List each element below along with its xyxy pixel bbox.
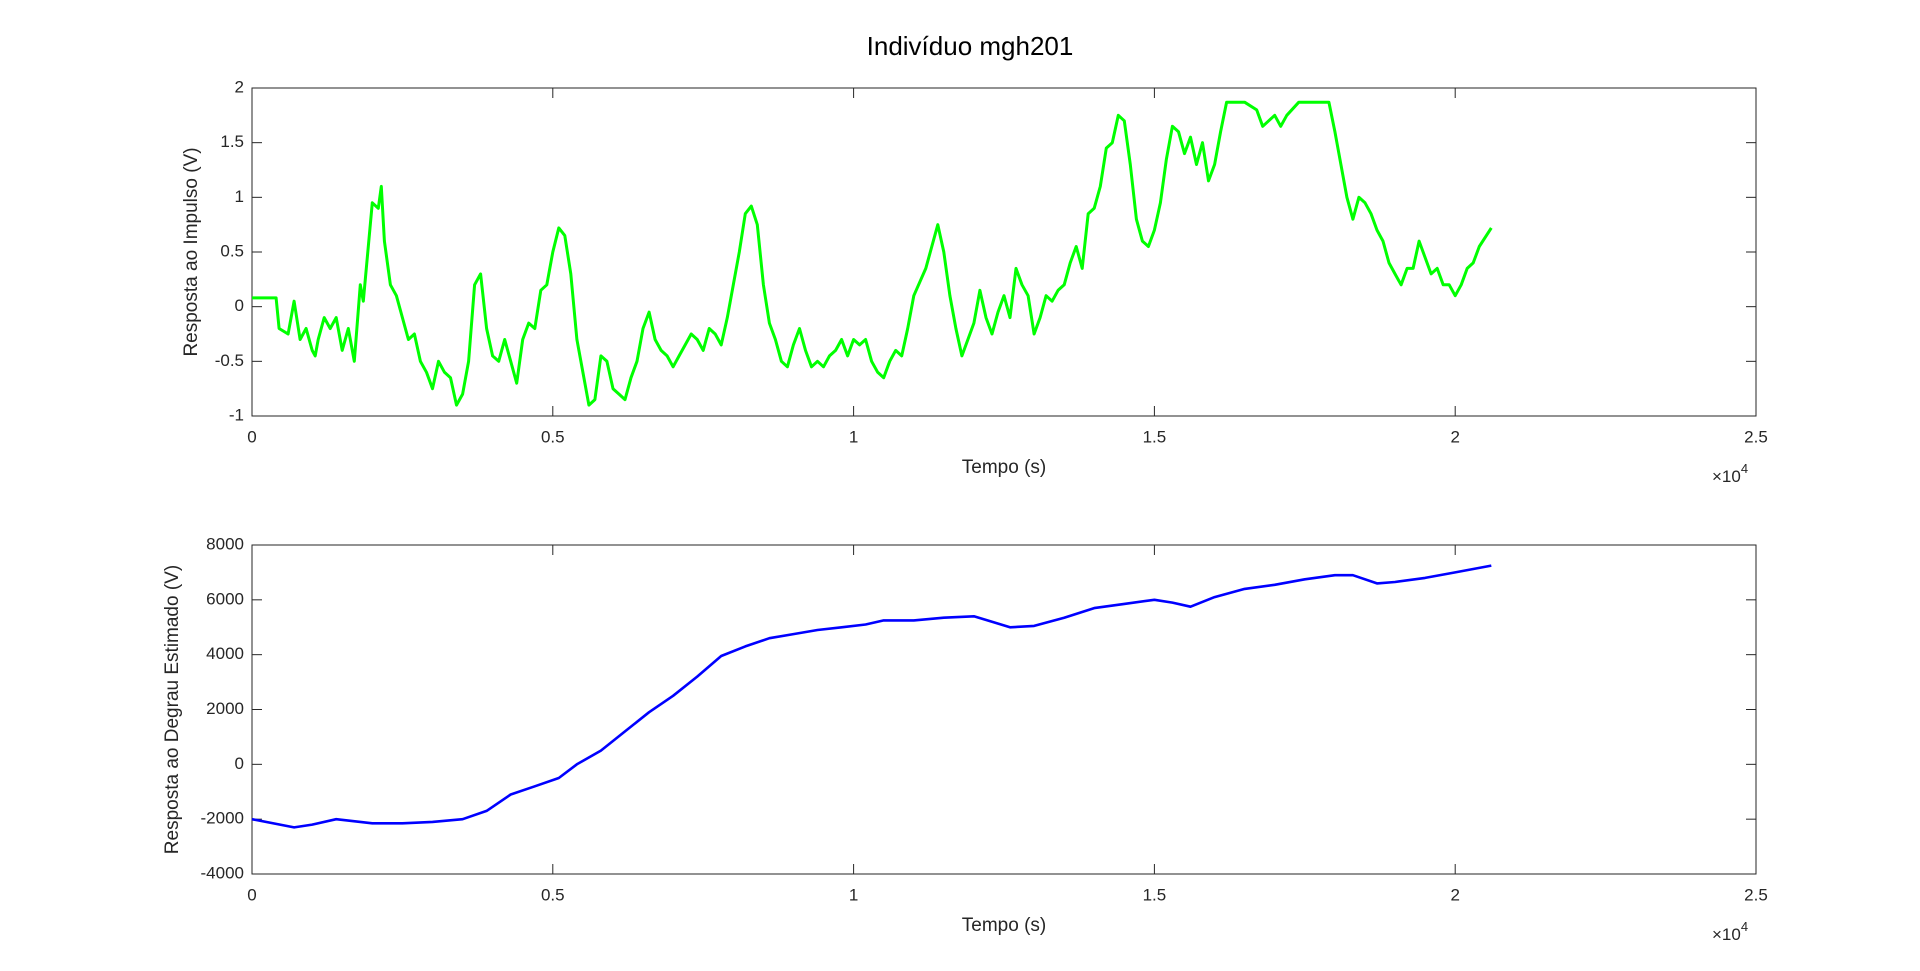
y-tick-label: -2000 <box>201 809 244 828</box>
y-tick-label: 2000 <box>206 699 244 718</box>
x-tick-label: 1 <box>849 427 858 446</box>
x-tick-label: 2.5 <box>1744 427 1768 446</box>
x-tick-label: 0.5 <box>541 885 565 904</box>
data-line <box>251 564 1492 829</box>
x-tick-label: 2 <box>1450 427 1459 446</box>
data-line <box>252 100 1493 407</box>
y-tick-label: 4000 <box>206 644 244 663</box>
axes-box <box>251 544 1757 875</box>
x-multiplier-exponent: 4 <box>1741 919 1748 934</box>
x-tick-label: 2.5 <box>1744 885 1768 904</box>
y-tick-label: 2 <box>235 77 244 96</box>
y-tick-label: -1 <box>229 405 244 424</box>
y-axis-label: Resposta ao Impulso (V) <box>181 147 202 356</box>
x-axis-label: Tempo (s) <box>962 457 1046 478</box>
y-tick-label: -4000 <box>201 863 244 882</box>
x-multiplier: ×104 <box>1712 919 1748 944</box>
y-tick-label: -0.5 <box>215 351 244 370</box>
axes-box <box>251 87 1757 417</box>
x-tick-label: 0 <box>247 885 256 904</box>
figure-title: Indivíduo mgh201 <box>867 31 1074 61</box>
y-tick-label: 1 <box>235 187 244 206</box>
x-multiplier-exponent: 4 <box>1741 461 1748 476</box>
y-tick-label: 6000 <box>206 589 244 608</box>
y-tick-label: 1.5 <box>220 132 244 151</box>
x-tick-label: 1 <box>849 885 858 904</box>
y-axis-label: Resposta ao Degrau Estimado (V) <box>162 565 183 854</box>
x-multiplier: ×104 <box>1712 461 1748 486</box>
y-tick-label: 0 <box>235 296 244 315</box>
x-tick-label: 0 <box>247 427 256 446</box>
x-multiplier-base: ×10 <box>1712 925 1741 944</box>
y-tick-label: 0.5 <box>220 241 244 260</box>
x-tick-label: 1.5 <box>1143 427 1167 446</box>
y-tick-label: 8000 <box>206 534 244 553</box>
x-multiplier-base: ×10 <box>1712 467 1741 486</box>
x-tick-label: 2 <box>1450 885 1459 904</box>
x-tick-label: 0.5 <box>541 427 565 446</box>
x-axis-label: Tempo (s) <box>962 915 1046 936</box>
y-tick-label: 0 <box>235 754 244 773</box>
x-tick-label: 1.5 <box>1143 885 1167 904</box>
